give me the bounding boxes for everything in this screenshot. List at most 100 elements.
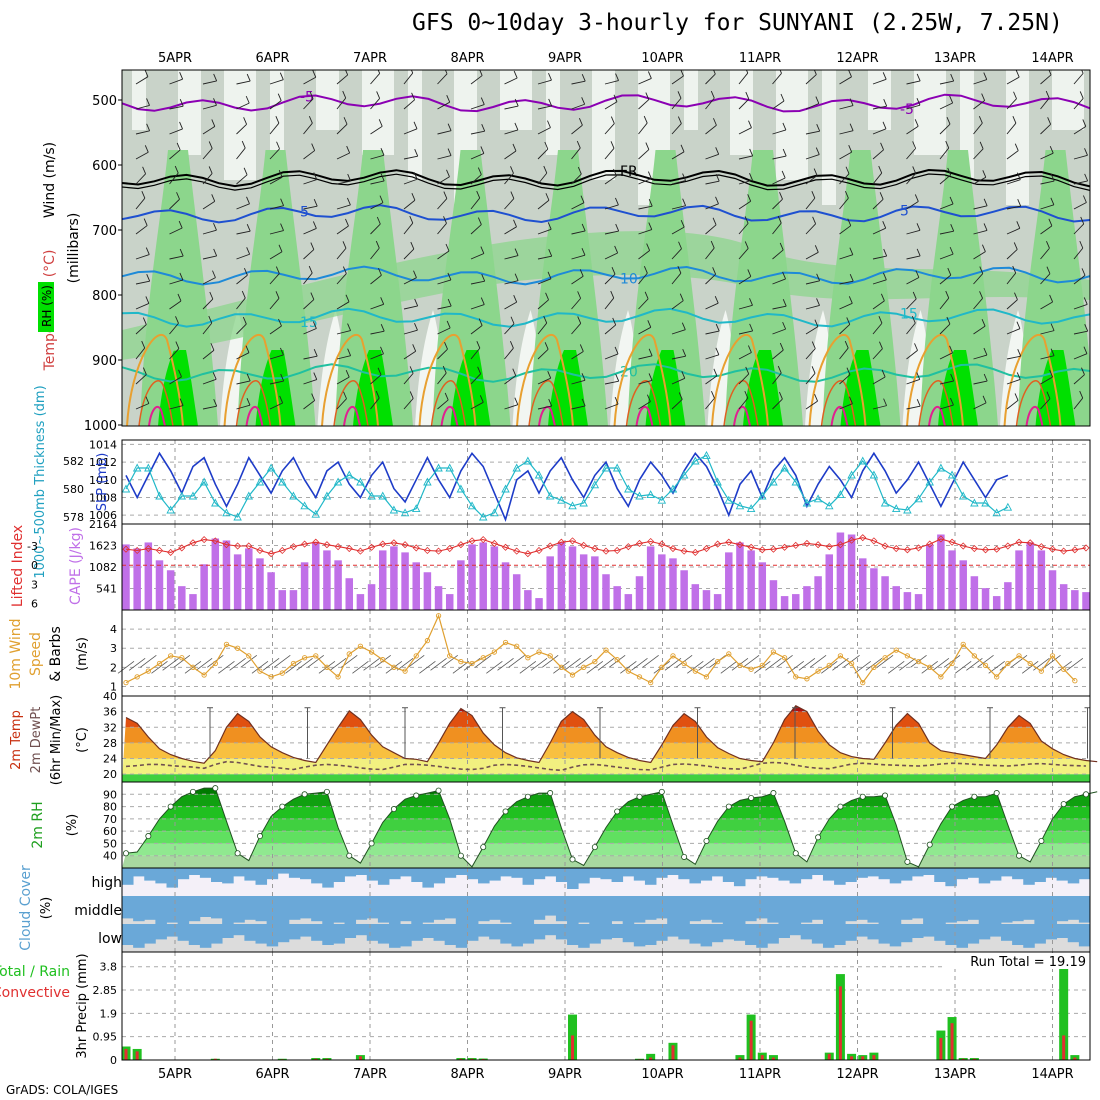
- wind-barb-flag: [409, 366, 414, 374]
- rh-band: [122, 843, 1090, 856]
- wind-barb: [906, 229, 921, 235]
- wind-barb: [537, 255, 552, 260]
- wind-barb-flag: [949, 95, 954, 104]
- cape-bar: [256, 558, 264, 610]
- cloud-bar: [122, 924, 134, 945]
- cloud-bar: [478, 924, 490, 937]
- wind-barb-flag: [1017, 349, 1022, 357]
- wind-barb: [202, 322, 213, 335]
- precip-total-bar: [646, 1053, 656, 1060]
- wind-speed-marker: [860, 679, 866, 686]
- wind-barb-flag: [447, 272, 452, 281]
- wind-speed-marker: [826, 662, 832, 669]
- precip-legend-total: Total / Rain: [0, 964, 70, 980]
- wind-barb: [370, 154, 385, 160]
- wind-barb-flag: [346, 145, 351, 154]
- wind-speed-marker: [134, 674, 140, 680]
- wind-barb-flag: [178, 220, 183, 229]
- wind-barb-flag: [816, 123, 821, 132]
- cape-bar: [122, 544, 130, 610]
- wind-barb: [403, 128, 418, 135]
- slp-tick-label: 1012: [89, 456, 117, 469]
- temp-contour-40: [245, 405, 264, 426]
- wind-barb: [575, 655, 592, 668]
- wind-barb-flag: [246, 73, 251, 82]
- wind-barb: [776, 655, 793, 668]
- li-marker: [211, 537, 219, 545]
- wind-barb: [805, 103, 820, 110]
- wind-barb-flag: [313, 198, 318, 207]
- precip-tick-label: 3.8: [100, 961, 118, 974]
- wind-barb: [169, 198, 180, 210]
- cloud-bar: [466, 924, 479, 941]
- cape-bar: [747, 550, 755, 610]
- wind-barb: [269, 176, 283, 185]
- wind-barb-flag: [209, 291, 214, 300]
- wind-barb: [671, 123, 682, 135]
- wind-barb-flag: [1017, 198, 1022, 207]
- wind-barb: [604, 297, 615, 310]
- li-marker: [1037, 543, 1045, 551]
- wind-barb-flag: [514, 122, 519, 131]
- wind-barb: [303, 228, 317, 235]
- rh-tick-label: 50: [103, 837, 117, 850]
- li-marker: [245, 542, 253, 550]
- wind-barb-flag: [983, 373, 988, 382]
- wind-barb-flag: [1046, 241, 1050, 249]
- wind-barb: [671, 226, 685, 235]
- wind-barb-flag: [814, 319, 819, 327]
- cloud-bar: [722, 868, 735, 882]
- rh-marker: [926, 841, 933, 848]
- wind-barb-flag: [548, 98, 553, 107]
- cloud-bar: [389, 896, 401, 924]
- wind-barb-flag: [712, 267, 717, 275]
- wind-barb: [839, 173, 850, 185]
- rh-marker: [658, 788, 665, 795]
- contour-label: -5: [900, 102, 914, 118]
- wind-barb-flag: [983, 72, 988, 80]
- wind-barb-flag: [916, 73, 921, 82]
- wind-speed-marker: [447, 653, 453, 659]
- wind-barb: [403, 99, 415, 110]
- wind-barb-flag: [849, 247, 854, 255]
- wind-barb-flag: [379, 195, 384, 203]
- wind-barb-flag: [576, 140, 581, 149]
- wind-barb: [437, 305, 452, 310]
- wind-barb-flag: [614, 346, 619, 355]
- wind-barb: [519, 661, 537, 674]
- wind-barb: [370, 202, 384, 210]
- rh-band: [122, 794, 1090, 807]
- wind-barb-flag: [915, 270, 920, 278]
- wind-barb-flag: [646, 394, 651, 402]
- wind-barb: [939, 404, 954, 410]
- wind-barb: [262, 658, 280, 671]
- cloud-bar: [900, 896, 913, 920]
- wind-barb-flag: [141, 340, 146, 349]
- cape-bar: [1004, 582, 1012, 610]
- wind-barb-flag: [347, 348, 352, 356]
- cloud-bar: [144, 924, 156, 944]
- thickness-marker: [345, 470, 354, 479]
- wind-barb-flag: [476, 340, 481, 349]
- wind-barb: [363, 658, 380, 671]
- cloud-bar: [878, 896, 891, 924]
- wind-barb: [973, 122, 983, 135]
- wind-barb-flag: [1082, 195, 1087, 203]
- wind-barb-flag: [713, 368, 718, 377]
- cloud-bar: [500, 924, 512, 944]
- wind-barb: [236, 147, 246, 160]
- temp-contour-30: [906, 333, 964, 426]
- wind-barb-flag: [1079, 390, 1084, 399]
- li-marker: [200, 536, 208, 544]
- thickness-marker: [512, 463, 521, 472]
- wind-barb-flag: [677, 266, 682, 274]
- cloud-bar: [377, 868, 390, 885]
- cape-bar: [758, 562, 767, 610]
- rh2m-panel: [122, 782, 1098, 868]
- wind-barb: [135, 197, 146, 210]
- temp-contour-35: [333, 380, 369, 426]
- cape-bar: [468, 544, 476, 610]
- cape-bar: [836, 532, 845, 610]
- li-marker: [434, 547, 443, 555]
